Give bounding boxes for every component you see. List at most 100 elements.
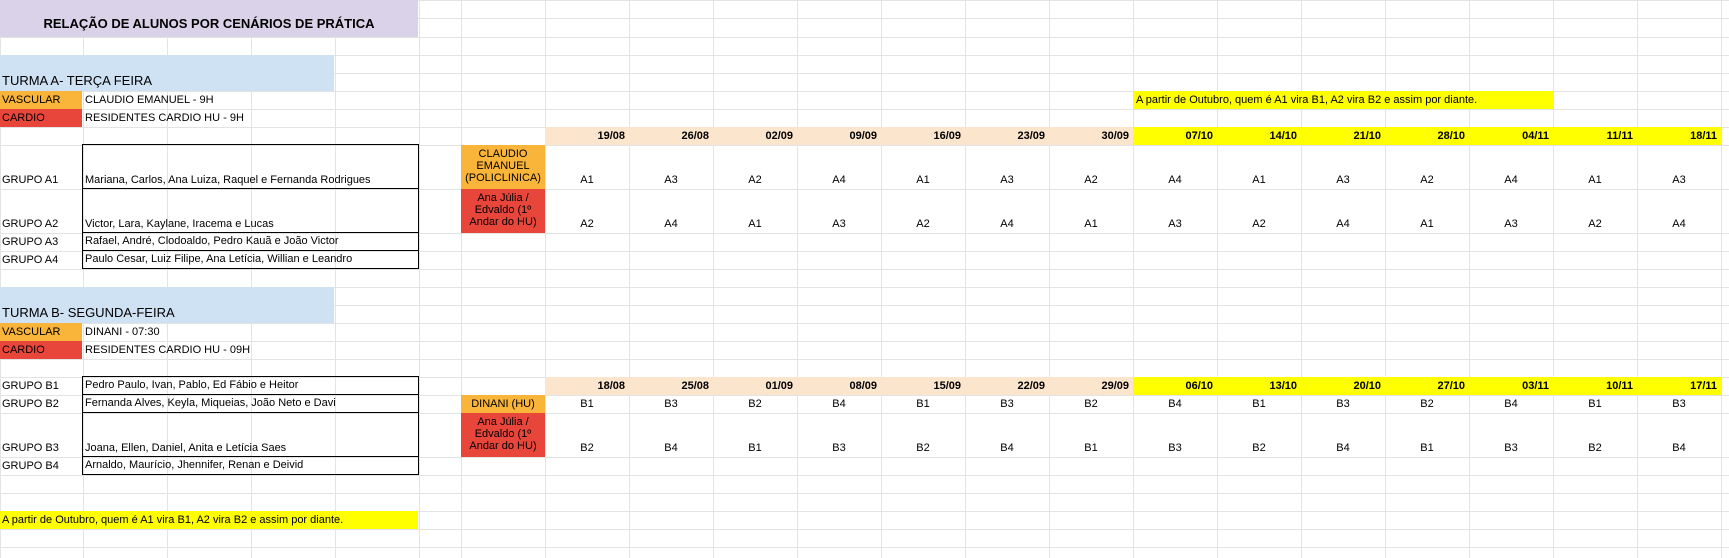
turma-a-row1-cell[interactable]: A1 <box>1252 174 1266 186</box>
turma-b-date-header[interactable]: 03/11 <box>1469 377 1553 395</box>
turma-b-row1-cell[interactable]: B2 <box>1084 398 1098 410</box>
turma-a-row2-cell[interactable]: A2 <box>916 218 930 230</box>
turma-a-vascular-value[interactable]: CLAUDIO EMANUEL - 9H <box>85 94 214 106</box>
turma-a-row1-cell[interactable]: A3 <box>1000 174 1014 186</box>
turma-a-date-header[interactable]: 16/09 <box>881 127 965 145</box>
turma-b-row2-cell[interactable]: B4 <box>1672 442 1686 454</box>
turma-a-row2-cell[interactable]: A4 <box>664 218 678 230</box>
turma-b-row2-cell[interactable]: B2 <box>1588 442 1602 454</box>
sheet-title[interactable]: RELAÇÃO DE ALUNOS POR CENÁRIOS DE PRÁTIC… <box>0 0 418 37</box>
group-a3-members[interactable]: Rafael, André, Clodoaldo, Pedro Kauã e J… <box>82 232 419 251</box>
turma-b-row1-cell[interactable]: B3 <box>1000 398 1014 410</box>
turma-b-date-header[interactable]: 17/11 <box>1637 377 1721 395</box>
turma-a-row1-cell[interactable]: A3 <box>1672 174 1686 186</box>
turma-a-row1-cell[interactable]: A4 <box>832 174 846 186</box>
turma-b-cardio-value[interactable]: RESIDENTES CARDIO HU - 09H <box>85 344 251 356</box>
turma-b-vascular-label[interactable]: VASCULAR <box>0 323 82 341</box>
group-b4-label[interactable]: GRUPO B4 <box>2 460 59 472</box>
turma-b-row1-cell[interactable]: B2 <box>748 398 762 410</box>
turma-a-cardio-label[interactable]: CARDIO <box>0 109 82 127</box>
turma-a-row2-cell[interactable]: A4 <box>1672 218 1686 230</box>
turma-b-row1-cell[interactable]: B4 <box>832 398 846 410</box>
turma-a-row2-cell[interactable]: A2 <box>1588 218 1602 230</box>
turma-b-date-header[interactable]: 13/10 <box>1217 377 1301 395</box>
turma-a-date-header[interactable]: 14/10 <box>1217 127 1301 145</box>
turma-a-row2-cell[interactable]: A3 <box>1504 218 1518 230</box>
turma-a-date-header[interactable]: 09/09 <box>797 127 881 145</box>
turma-a-row1-cell[interactable]: A3 <box>1336 174 1350 186</box>
turma-b-row2-cell[interactable]: B2 <box>1252 442 1266 454</box>
turma-b-row1-cell[interactable]: B4 <box>1504 398 1518 410</box>
turma-b-row2-cell[interactable]: B4 <box>664 442 678 454</box>
turma-b-row1-cell[interactable]: B1 <box>916 398 930 410</box>
turma-a-row2-cell[interactable]: A1 <box>1084 218 1098 230</box>
group-b1-label[interactable]: GRUPO B1 <box>2 380 59 392</box>
group-a3-label[interactable]: GRUPO A3 <box>2 236 59 248</box>
turma-a-row1-cell[interactable]: A4 <box>1504 174 1518 186</box>
turma-a-row1-cell[interactable]: A4 <box>1168 174 1182 186</box>
turma-a-row1-cell[interactable]: A1 <box>1588 174 1602 186</box>
turma-b-row1-cell[interactable]: B4 <box>1168 398 1182 410</box>
turma-a-row1-cell[interactable]: A2 <box>1420 174 1434 186</box>
turma-b-row1-cell[interactable]: B1 <box>1252 398 1266 410</box>
turma-b-row1-cell[interactable]: B3 <box>1672 398 1686 410</box>
turma-a-date-header[interactable]: 18/11 <box>1637 127 1721 145</box>
turma-b-heading[interactable]: TURMA B- SEGUNDA-FEIRA <box>0 287 334 323</box>
turma-a-row2-cell[interactable]: A3 <box>1168 218 1182 230</box>
turma-b-date-header[interactable]: 18/08 <box>545 377 629 395</box>
turma-b-date-header[interactable]: 06/10 <box>1133 377 1217 395</box>
turma-b-row2-cell[interactable]: B1 <box>748 442 762 454</box>
turma-a-row2-cell[interactable]: A1 <box>748 218 762 230</box>
turma-a-row2-cell[interactable]: A4 <box>1336 218 1350 230</box>
group-b3-members[interactable]: Joana, Ellen, Daniel, Anita e Letícia Sa… <box>82 412 419 457</box>
group-a4-label[interactable]: GRUPO A4 <box>2 254 59 266</box>
turma-a-row2-cell[interactable]: A4 <box>1000 218 1014 230</box>
turma-b-row1-cell[interactable]: B1 <box>1588 398 1602 410</box>
turma-b-row2-cell[interactable]: B3 <box>832 442 846 454</box>
turma-a-row2-cell[interactable]: A3 <box>832 218 846 230</box>
turma-b-row2-cell[interactable]: B3 <box>1168 442 1182 454</box>
turma-b-date-header[interactable]: 20/10 <box>1301 377 1385 395</box>
turma-b-place-1[interactable]: DINANI (HU) <box>461 395 545 413</box>
turma-b-row2-cell[interactable]: B2 <box>580 442 594 454</box>
turma-a-row1-cell[interactable]: A2 <box>1084 174 1098 186</box>
group-a2-label[interactable]: GRUPO A2 <box>2 218 59 230</box>
turma-a-date-header[interactable]: 19/08 <box>545 127 629 145</box>
turma-b-place-2[interactable]: Ana Júlia / Edvaldo (1º Andar do HU) <box>461 413 545 457</box>
turma-a-row1-cell[interactable]: A2 <box>748 174 762 186</box>
turma-a-place-1[interactable]: CLAUDIO EMANUEL (POLICLINICA) <box>461 145 545 189</box>
turma-a-date-header[interactable]: 21/10 <box>1301 127 1385 145</box>
group-b1-members[interactable]: Pedro Paulo, Ivan, Pablo, Ed Fábio e Hei… <box>82 376 419 395</box>
group-b2-label[interactable]: GRUPO B2 <box>2 398 59 410</box>
turma-a-date-header[interactable]: 23/09 <box>965 127 1049 145</box>
turma-a-row2-cell[interactable]: A1 <box>1420 218 1434 230</box>
turma-a-place-2[interactable]: Ana Júlia / Edvaldo (1º Andar do HU) <box>461 189 545 233</box>
group-a1-members[interactable]: Mariana, Carlos, Ana Luiza, Raquel e Fer… <box>82 144 419 189</box>
turma-b-date-header[interactable]: 15/09 <box>881 377 965 395</box>
group-a2-members[interactable]: Victor, Lara, Kaylane, Iracema e Lucas <box>82 188 419 233</box>
turma-a-date-header[interactable]: 11/11 <box>1553 127 1637 145</box>
turma-a-heading[interactable]: TURMA A- TERÇA FEIRA <box>0 55 334 91</box>
turma-a-date-header[interactable]: 28/10 <box>1385 127 1469 145</box>
turma-a-date-header[interactable]: 30/09 <box>1049 127 1133 145</box>
note-top[interactable]: A partir de Outubro, quem é A1 vira B1, … <box>1133 91 1553 109</box>
turma-b-date-header[interactable]: 10/11 <box>1553 377 1637 395</box>
turma-a-date-header[interactable]: 26/08 <box>629 127 713 145</box>
note-bottom[interactable]: A partir de Outubro, quem é A1 vira B1, … <box>0 511 418 529</box>
turma-b-date-header[interactable]: 25/08 <box>629 377 713 395</box>
group-b4-members[interactable]: Arnaldo, Maurício, Jhennifer, Renan e De… <box>82 456 419 475</box>
turma-b-date-header[interactable]: 27/10 <box>1385 377 1469 395</box>
turma-b-row1-cell[interactable]: B3 <box>664 398 678 410</box>
turma-b-row1-cell[interactable]: B3 <box>1336 398 1350 410</box>
turma-a-date-header[interactable]: 07/10 <box>1133 127 1217 145</box>
turma-a-row2-cell[interactable]: A2 <box>580 218 594 230</box>
turma-a-row1-cell[interactable]: A1 <box>580 174 594 186</box>
turma-b-date-header[interactable]: 22/09 <box>965 377 1049 395</box>
turma-b-row1-cell[interactable]: B1 <box>580 398 594 410</box>
turma-b-date-header[interactable]: 01/09 <box>713 377 797 395</box>
turma-b-row2-cell[interactable]: B1 <box>1420 442 1434 454</box>
group-a1-label[interactable]: GRUPO A1 <box>2 174 59 186</box>
turma-a-row1-cell[interactable]: A1 <box>916 174 930 186</box>
turma-b-date-header[interactable]: 08/09 <box>797 377 881 395</box>
group-b3-label[interactable]: GRUPO B3 <box>2 442 59 454</box>
